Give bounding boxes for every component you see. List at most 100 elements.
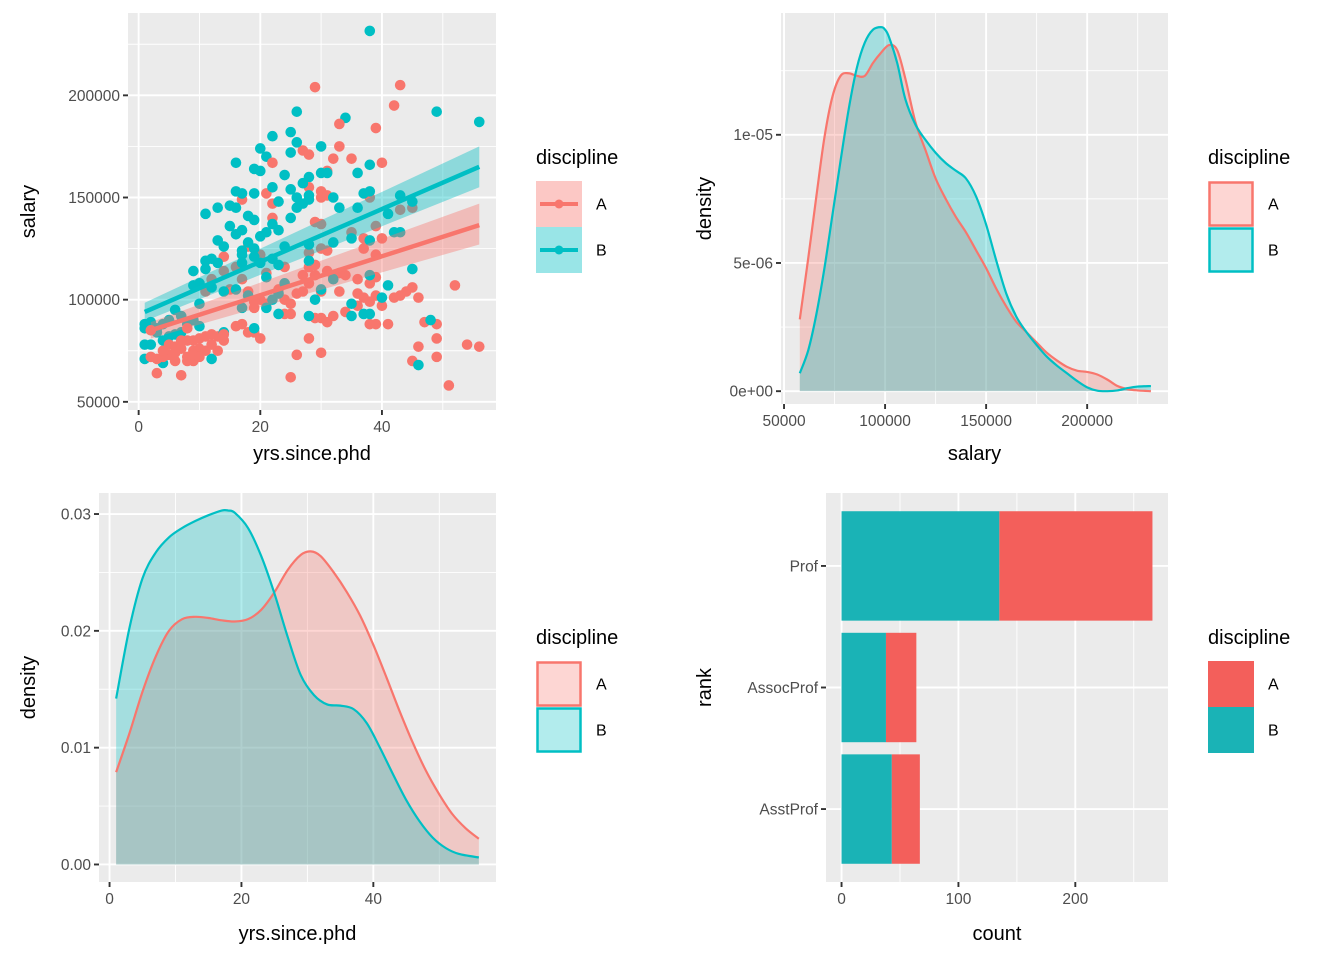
yrs-density-x-tick-label: 20 xyxy=(233,891,251,908)
scatter-point-a xyxy=(376,233,388,244)
rank-bar-x-tick-label: 100 xyxy=(945,891,971,908)
scatter-point-b xyxy=(145,339,157,350)
scatter-point-a xyxy=(376,300,388,312)
salary-density-axis-ticks: 50000 100000 150000 200000 0e+00 5e-06 1e-05 xyxy=(729,127,1113,430)
scatter-point-a xyxy=(364,278,376,289)
scatter-point-a xyxy=(175,369,187,381)
legend-label-a: A xyxy=(596,197,607,214)
legend-key-a: A xyxy=(536,181,607,227)
scatter-point-b xyxy=(334,202,345,214)
bar-segment-a-assocprof xyxy=(885,632,917,743)
scatter-point-b xyxy=(248,243,260,254)
yrs-density-curve-a xyxy=(115,550,480,840)
scatter-point-a xyxy=(394,204,406,216)
scatter-point-a xyxy=(334,286,345,297)
scatter-point-a xyxy=(388,100,400,111)
salary-density-area-a xyxy=(799,44,1151,392)
legend-label-a: A xyxy=(596,677,607,694)
scatter-point-b xyxy=(236,302,248,314)
scatter-point-a xyxy=(473,341,485,352)
scatter-point-b xyxy=(273,196,284,207)
salary-density-y-axis-title: density xyxy=(694,177,716,240)
salary-density-x-tick-label: 50000 xyxy=(762,413,805,430)
scatter-point-b xyxy=(273,224,284,236)
legend-swatch-icon xyxy=(536,707,582,753)
scatter-point-b xyxy=(224,220,236,232)
scatter-point-b xyxy=(315,141,327,152)
scatter-point-b xyxy=(188,265,199,277)
scatter-point-a xyxy=(327,153,339,164)
rank-bar-y-tick-label: Prof xyxy=(790,558,819,575)
yrs-density-x-tick-label: 0 xyxy=(105,891,114,908)
scatter-point-b xyxy=(291,137,303,148)
legend-swatch-icon xyxy=(1208,227,1254,273)
scatter-point-b xyxy=(425,314,436,326)
scatter-point-b xyxy=(218,241,230,252)
scatter-point-a xyxy=(346,153,357,164)
yrs-density-axis-ticks: 0 20 40 0.00 0.01 0.02 0.03 xyxy=(61,506,383,908)
yrs-density-y-tick-label: 0.03 xyxy=(61,506,91,523)
scatter-point-b xyxy=(267,130,278,142)
legend-key-a: A xyxy=(1208,181,1279,227)
yrs-density-curve-b xyxy=(115,508,480,859)
scatter-point-a xyxy=(370,220,382,232)
scatter-x-tick-label: 0 xyxy=(134,419,143,436)
scatter-point-b xyxy=(230,202,242,214)
scatter-point-b xyxy=(364,25,376,37)
scatter-x-axis-title: yrs.since.phd xyxy=(253,443,371,465)
legend-key-a: A xyxy=(1208,661,1279,707)
yrs-density-areas xyxy=(115,508,480,865)
scatter-points xyxy=(139,25,485,391)
regression-line-a xyxy=(150,222,480,333)
legend-label-b: B xyxy=(1268,243,1279,260)
scatter-point-b xyxy=(254,165,266,177)
scatter-point-b xyxy=(273,308,284,320)
scatter-x-tick-label: 20 xyxy=(252,419,270,436)
scatter-point-b xyxy=(248,214,260,226)
scatter-point-b xyxy=(303,255,315,267)
scatter-point-b xyxy=(212,202,224,214)
scatter-point-a xyxy=(169,347,181,359)
bar-segment-b-prof xyxy=(841,511,1000,621)
scatter-point-b xyxy=(352,202,363,214)
scatter-point-a xyxy=(151,367,163,379)
scatter-point-a xyxy=(303,149,315,160)
scatter-point-b xyxy=(346,233,357,244)
scatter-point-b xyxy=(346,298,357,310)
bar-segment-a-asstprof xyxy=(891,754,920,864)
scatter-point-b xyxy=(236,249,248,261)
rank-bar-axis-ticks: 0 100 200 Prof AssocProf AsstProf xyxy=(747,558,1088,908)
scatter-point-b xyxy=(261,302,272,314)
legend-key-b: B xyxy=(536,227,607,273)
scatter-point-b xyxy=(291,106,303,117)
scatter-point-b xyxy=(303,310,315,322)
scatter-point-b xyxy=(352,167,363,179)
bar-segment-a-prof xyxy=(999,511,1153,621)
scatter-point-b xyxy=(206,353,217,365)
legend-title: discipline xyxy=(1208,147,1290,169)
scatter-point-b xyxy=(346,310,357,322)
scatter-point-a xyxy=(194,351,205,363)
yrs-density-y-axis-title: density xyxy=(18,656,40,719)
salary-density-legend: discipline A B xyxy=(1208,147,1290,273)
scatter-axis-ticks: 0 20 40 50000 100000 150000 200000 xyxy=(68,88,391,436)
yrs-density-y-tick-label: 0.02 xyxy=(61,623,91,640)
scatter-point-b xyxy=(382,208,394,220)
legend-key-b: B xyxy=(536,707,607,753)
scatter-point-a xyxy=(364,296,376,308)
scatter-point-b xyxy=(309,294,321,305)
scatter-y-tick-label: 50000 xyxy=(77,394,120,411)
salary-density-area-b xyxy=(799,27,1151,392)
scatter-point-b xyxy=(212,257,224,269)
scatter-point-b xyxy=(315,284,327,295)
scatter-point-b xyxy=(285,126,297,138)
scatter-point-b xyxy=(267,181,278,193)
scatter-point-b xyxy=(273,259,284,271)
scatter-point-b xyxy=(376,292,388,303)
scatter-point-b xyxy=(473,116,485,128)
legend-label-a: A xyxy=(1268,197,1279,214)
salary-density-plot-background xyxy=(781,13,1168,404)
scatter-point-b xyxy=(279,169,290,181)
scatter-point-b xyxy=(285,184,297,195)
salary-density-y-tick-label: 5e-06 xyxy=(733,255,773,272)
